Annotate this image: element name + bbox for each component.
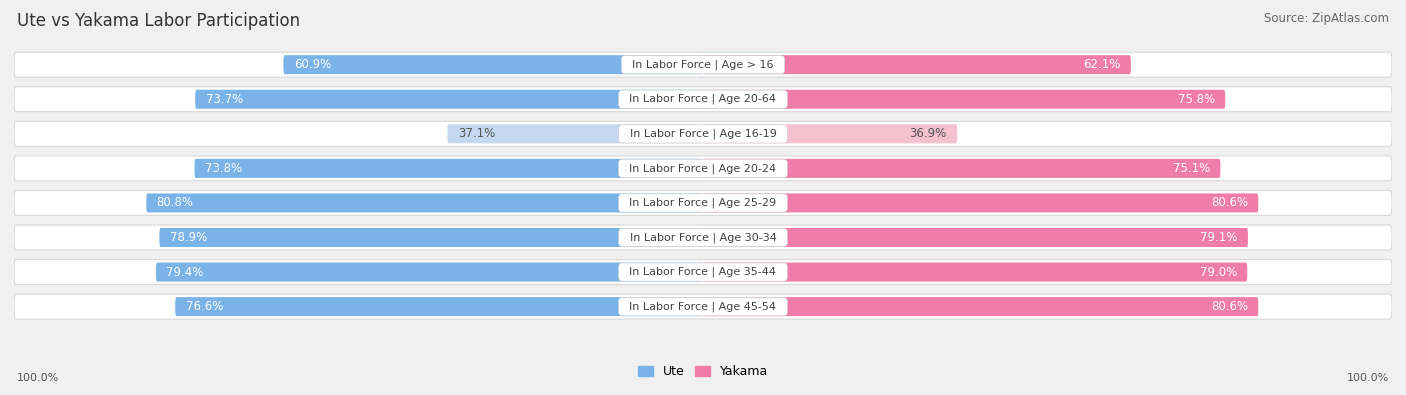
Text: 80.6%: 80.6% [1211,300,1249,313]
FancyBboxPatch shape [176,297,703,316]
Text: 78.9%: 78.9% [170,231,207,244]
Text: In Labor Force | Age 35-44: In Labor Force | Age 35-44 [623,267,783,277]
Legend: Ute, Yakama: Ute, Yakama [638,365,768,378]
Text: 100.0%: 100.0% [17,373,59,383]
FancyBboxPatch shape [703,55,1130,74]
FancyBboxPatch shape [14,87,1392,112]
FancyBboxPatch shape [703,124,957,143]
Text: In Labor Force | Age 20-24: In Labor Force | Age 20-24 [623,163,783,174]
Text: Ute vs Yakama Labor Participation: Ute vs Yakama Labor Participation [17,12,299,30]
Text: In Labor Force | Age > 16: In Labor Force | Age > 16 [626,59,780,70]
Text: 62.1%: 62.1% [1083,58,1121,71]
FancyBboxPatch shape [14,156,1392,181]
FancyBboxPatch shape [194,159,703,178]
Text: 73.8%: 73.8% [205,162,242,175]
FancyBboxPatch shape [703,159,1220,178]
Text: In Labor Force | Age 16-19: In Labor Force | Age 16-19 [623,128,783,139]
FancyBboxPatch shape [159,228,703,247]
FancyBboxPatch shape [14,294,1392,319]
Text: 80.6%: 80.6% [1211,196,1249,209]
Text: In Labor Force | Age 25-29: In Labor Force | Age 25-29 [623,198,783,208]
FancyBboxPatch shape [156,263,703,282]
FancyBboxPatch shape [14,190,1392,215]
Text: 73.7%: 73.7% [205,93,243,106]
Text: 79.4%: 79.4% [166,265,204,278]
FancyBboxPatch shape [14,52,1392,77]
FancyBboxPatch shape [703,194,1258,213]
Text: In Labor Force | Age 45-54: In Labor Force | Age 45-54 [623,301,783,312]
Text: 60.9%: 60.9% [294,58,330,71]
FancyBboxPatch shape [195,90,703,109]
Text: 100.0%: 100.0% [1347,373,1389,383]
Text: 76.6%: 76.6% [186,300,224,313]
FancyBboxPatch shape [703,263,1247,282]
FancyBboxPatch shape [703,90,1225,109]
Text: 79.1%: 79.1% [1201,231,1237,244]
Text: 36.9%: 36.9% [910,127,946,140]
Text: 79.0%: 79.0% [1199,265,1237,278]
FancyBboxPatch shape [146,194,703,213]
FancyBboxPatch shape [14,260,1392,284]
FancyBboxPatch shape [447,124,703,143]
Text: 75.1%: 75.1% [1173,162,1211,175]
Text: In Labor Force | Age 20-64: In Labor Force | Age 20-64 [623,94,783,105]
FancyBboxPatch shape [14,121,1392,146]
Text: Source: ZipAtlas.com: Source: ZipAtlas.com [1264,12,1389,25]
Text: In Labor Force | Age 30-34: In Labor Force | Age 30-34 [623,232,783,243]
FancyBboxPatch shape [284,55,703,74]
Text: 37.1%: 37.1% [458,127,495,140]
FancyBboxPatch shape [14,225,1392,250]
Text: 80.8%: 80.8% [156,196,194,209]
FancyBboxPatch shape [703,228,1249,247]
FancyBboxPatch shape [703,297,1258,316]
Text: 75.8%: 75.8% [1178,93,1215,106]
